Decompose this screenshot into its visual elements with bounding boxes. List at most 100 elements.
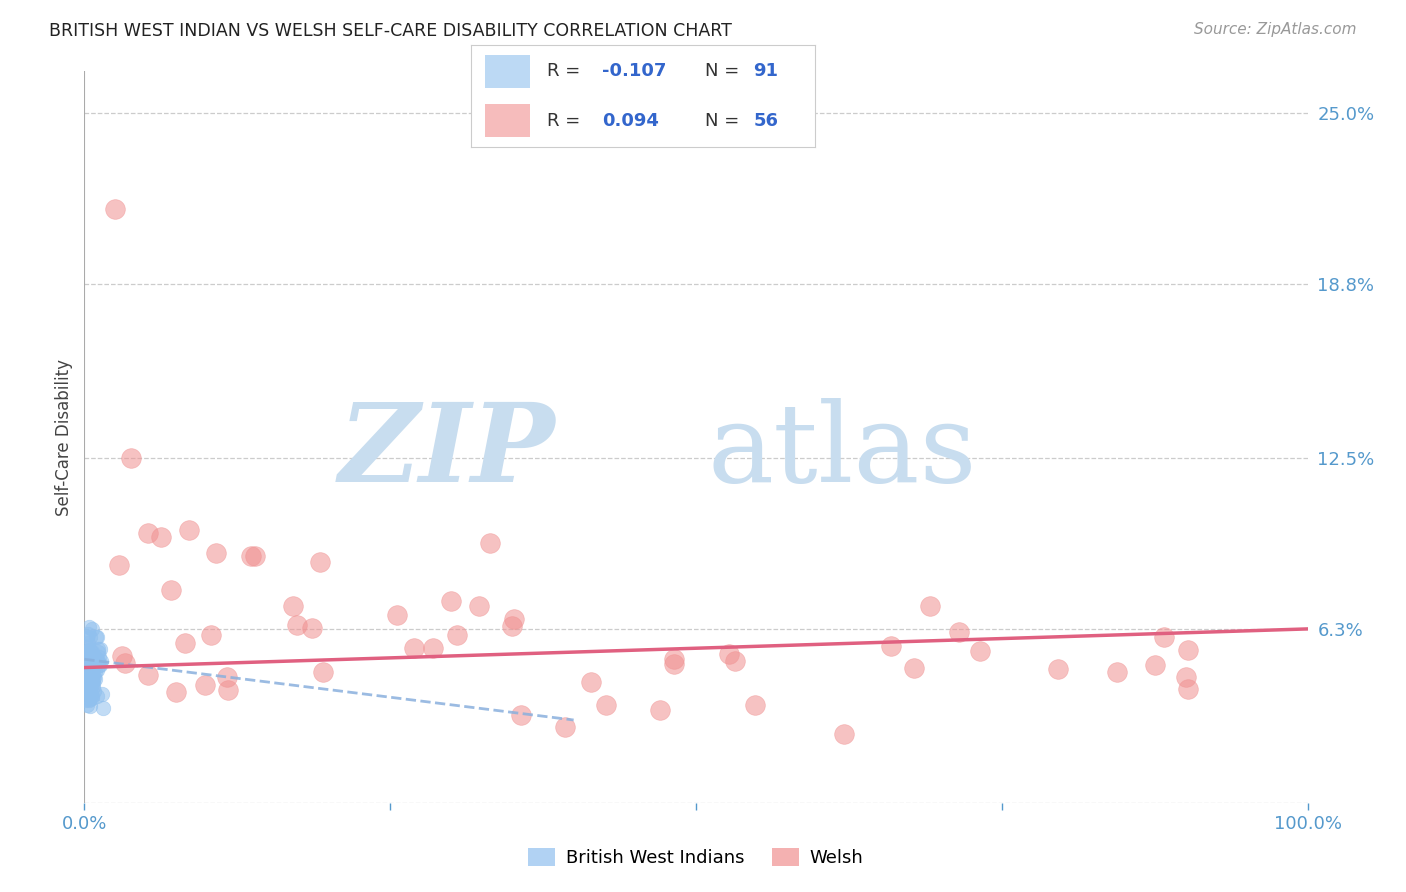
Point <box>80 689 103 703</box>
Point <box>177 523 200 537</box>
Point <box>662 652 685 666</box>
Point <box>104 202 127 217</box>
Point <box>79 643 101 657</box>
Point <box>82 680 104 694</box>
Point <box>650 704 672 718</box>
Point <box>73 680 96 694</box>
Point <box>82 691 104 706</box>
Point <box>969 643 991 657</box>
Point <box>165 685 187 699</box>
Point <box>84 673 107 687</box>
Point <box>80 652 103 666</box>
Point <box>79 698 101 713</box>
Point <box>82 665 104 679</box>
Point <box>160 583 183 598</box>
Point <box>80 645 103 659</box>
Point <box>404 640 426 655</box>
Point <box>301 621 323 635</box>
Point <box>79 685 101 699</box>
Point <box>108 558 131 572</box>
Point <box>90 654 112 668</box>
Text: 56: 56 <box>754 112 779 129</box>
Point <box>77 656 100 670</box>
Point <box>87 650 110 665</box>
Point <box>77 673 100 688</box>
Point <box>239 549 262 563</box>
Point <box>439 593 461 607</box>
Point <box>77 636 100 650</box>
Point <box>510 707 533 722</box>
Point <box>744 698 766 713</box>
Point <box>77 679 100 693</box>
Point <box>84 630 107 644</box>
Point <box>120 450 142 465</box>
Point <box>75 681 97 696</box>
Point <box>75 654 97 668</box>
Point <box>1144 657 1167 672</box>
Point <box>880 639 903 653</box>
Point <box>77 647 100 661</box>
Point <box>79 630 101 644</box>
Point <box>76 672 98 686</box>
Point <box>718 647 741 661</box>
Point <box>1107 665 1129 679</box>
Point <box>82 673 104 687</box>
Point <box>77 679 100 693</box>
Point <box>82 659 104 673</box>
Point <box>283 599 305 613</box>
Point <box>111 649 134 664</box>
Point <box>312 665 335 679</box>
Point <box>87 654 110 668</box>
Point <box>76 668 98 682</box>
Point <box>194 678 217 692</box>
Point <box>79 662 101 676</box>
Point <box>76 648 98 663</box>
Point <box>82 656 104 670</box>
Point <box>478 536 501 550</box>
Point <box>83 665 105 679</box>
Point <box>90 687 112 701</box>
Point <box>76 674 98 689</box>
Text: R =: R = <box>547 112 586 129</box>
Point <box>903 660 925 674</box>
Point <box>79 692 101 706</box>
Point <box>84 651 107 665</box>
Point <box>82 659 104 673</box>
Legend: British West Indians, Welsh: British West Indians, Welsh <box>522 840 870 874</box>
Point <box>77 673 100 688</box>
Point <box>76 675 98 690</box>
FancyBboxPatch shape <box>485 104 530 137</box>
Point <box>1177 643 1199 657</box>
Point <box>82 669 104 683</box>
Point <box>79 670 101 684</box>
Point <box>217 670 239 684</box>
Point <box>76 652 98 666</box>
Point <box>76 681 98 696</box>
Text: 0.094: 0.094 <box>602 112 659 129</box>
Text: BRITISH WEST INDIAN VS WELSH SELF-CARE DISABILITY CORRELATION CHART: BRITISH WEST INDIAN VS WELSH SELF-CARE D… <box>49 22 733 40</box>
Point <box>501 619 523 633</box>
Point <box>79 665 101 679</box>
Point <box>76 657 98 671</box>
Point <box>77 665 100 680</box>
Point <box>73 665 96 679</box>
Point <box>86 689 108 703</box>
Point <box>73 684 96 698</box>
Text: Source: ZipAtlas.com: Source: ZipAtlas.com <box>1194 22 1357 37</box>
Point <box>724 654 747 668</box>
Point <box>76 652 98 666</box>
Point <box>83 670 105 684</box>
Point <box>76 671 98 685</box>
Point <box>1153 631 1175 645</box>
Point <box>79 679 101 693</box>
Point <box>76 698 98 712</box>
Point <box>80 676 103 690</box>
Point <box>89 657 111 672</box>
Text: N =: N = <box>706 112 745 129</box>
Point <box>664 657 686 671</box>
Point <box>76 654 98 668</box>
Text: R =: R = <box>547 62 586 80</box>
Point <box>83 684 105 698</box>
Point <box>422 640 444 655</box>
Point <box>77 693 100 707</box>
